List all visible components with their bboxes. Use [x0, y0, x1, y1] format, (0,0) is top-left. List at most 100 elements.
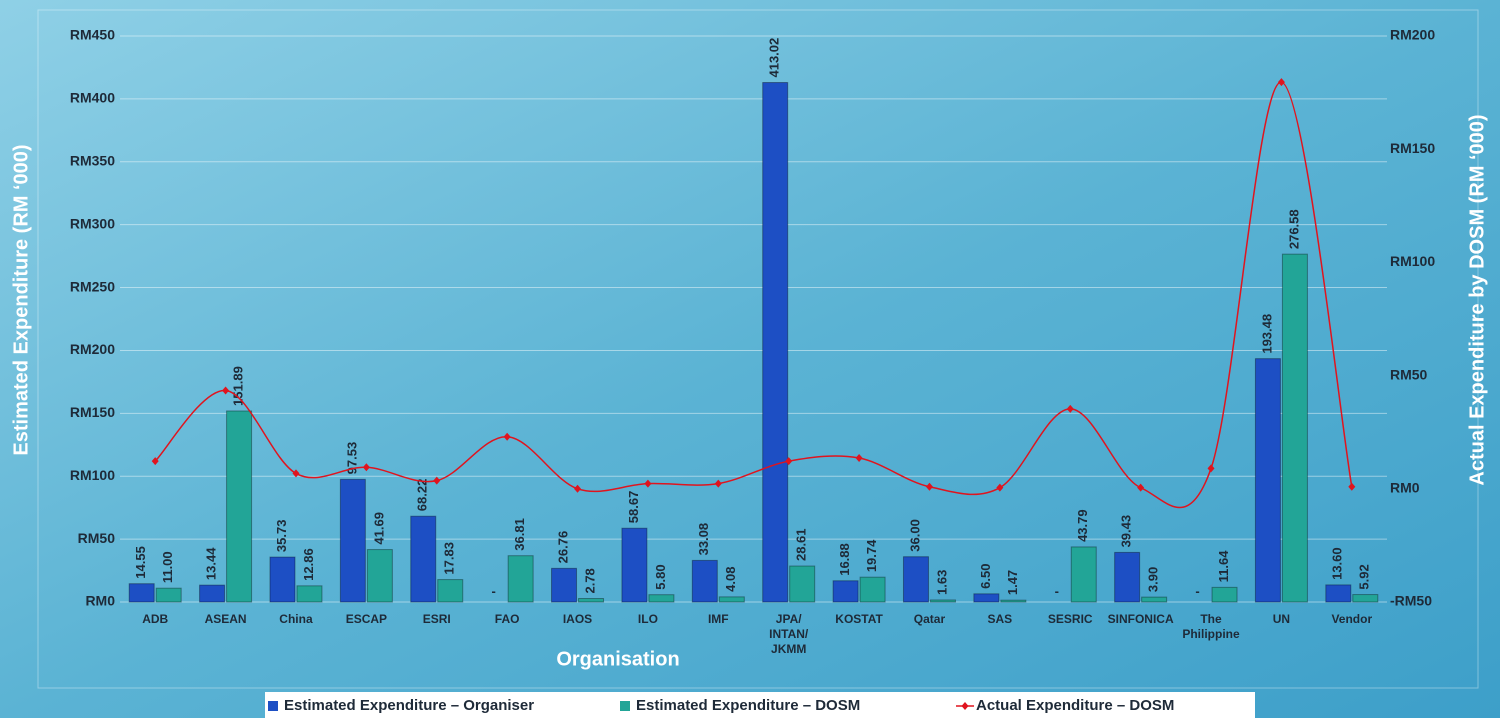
line-marker — [1066, 404, 1074, 413]
bar — [1211, 586, 1238, 603]
data-label: 13.60 — [1330, 547, 1345, 580]
bar — [762, 82, 789, 603]
bar — [339, 478, 366, 603]
y-tick-label: RM50 — [78, 530, 116, 546]
data-label: 413.02 — [767, 38, 782, 78]
x-tick-label: Vendor — [1331, 612, 1372, 626]
y2-tick-label: RM100 — [1390, 253, 1435, 269]
data-label: 35.73 — [274, 520, 289, 553]
y2-tick-label: RM0 — [1390, 480, 1420, 496]
data-label: 5.80 — [653, 564, 668, 589]
x-axis-title: Organisation — [556, 648, 679, 670]
line-marker — [1207, 464, 1215, 473]
y2-axis-title: Actual Expenditure by DOSM (RM ‘000) — [1466, 114, 1488, 485]
bar — [789, 565, 816, 603]
line-marker — [362, 463, 370, 472]
x-tick-label: FAO — [495, 612, 520, 626]
data-label: 16.88 — [837, 543, 852, 576]
x-tick-label: SAS — [988, 612, 1013, 626]
line-marker — [855, 454, 863, 463]
x-tick-label: IAOS — [563, 612, 592, 626]
legend-label: Estimated Expenditure – DOSM — [636, 697, 860, 714]
legend-box — [265, 692, 1255, 718]
legend-label: Estimated Expenditure – Organiser — [284, 697, 534, 714]
bar — [551, 567, 578, 603]
y-tick-label: RM200 — [70, 341, 115, 357]
y2-tick-label: RM150 — [1390, 140, 1435, 156]
legend-label: Actual Expenditure – DOSM — [976, 697, 1174, 714]
bar — [226, 410, 253, 603]
x-tick-label: Qatar — [914, 612, 946, 626]
data-label: 151.89 — [231, 366, 246, 406]
bar — [1070, 546, 1097, 603]
data-label: 5.92 — [1357, 564, 1372, 589]
x-tick-label: IMF — [708, 612, 729, 626]
line-marker — [574, 484, 582, 493]
bar — [199, 584, 226, 603]
y-tick-label: RM300 — [70, 215, 115, 231]
line-marker — [151, 457, 159, 466]
y-tick-label: RM250 — [70, 278, 115, 294]
x-tick-label: UN — [1273, 612, 1290, 626]
line-marker — [644, 479, 652, 488]
line-marker — [292, 469, 300, 478]
data-label: 193.48 — [1259, 314, 1274, 354]
x-tick-label: ESRI — [423, 612, 451, 626]
bar — [437, 579, 464, 603]
data-label: - — [1195, 583, 1199, 598]
legend-swatch — [268, 701, 278, 711]
bar — [296, 585, 323, 603]
y-tick-label: RM150 — [70, 404, 115, 420]
x-tick-label: SINFONICA — [1108, 612, 1174, 626]
y2-tick-label: -RM50 — [1390, 593, 1432, 609]
bar — [366, 549, 393, 603]
x-tick-label: SESRIC — [1048, 612, 1093, 626]
data-label: 12.86 — [301, 548, 316, 581]
legend-swatch — [620, 701, 630, 711]
data-label: 28.61 — [794, 528, 809, 561]
plot-frame — [37, 9, 1479, 689]
bar — [507, 555, 534, 603]
x-tick-label: ILO — [638, 612, 658, 626]
y-axis-title: Estimated Expenditure (RM ‘000) — [10, 144, 32, 455]
x-tick-label: The Philippine — [1182, 612, 1240, 641]
data-label: 2.78 — [582, 568, 597, 593]
bar — [1141, 596, 1168, 603]
x-tick-label: KOSTAT — [835, 612, 883, 626]
bar — [648, 594, 675, 603]
data-label: 36.00 — [907, 519, 922, 552]
bar — [859, 576, 886, 603]
bar — [718, 596, 745, 603]
bar — [1114, 551, 1141, 603]
bar — [929, 599, 956, 603]
bar — [691, 559, 718, 603]
data-label: 1.47 — [1005, 570, 1020, 595]
line-marker — [996, 483, 1004, 492]
y-tick-label: RM350 — [70, 152, 115, 168]
line-marker — [1348, 482, 1356, 491]
bar — [410, 515, 437, 603]
y-tick-label: RM0 — [85, 593, 115, 609]
x-tick-label: ASEAN — [205, 612, 247, 626]
data-label: 97.53 — [344, 442, 359, 475]
bar — [155, 587, 182, 603]
bar — [1281, 253, 1308, 603]
data-label: - — [1055, 583, 1059, 598]
line-marker — [714, 479, 722, 488]
bar — [832, 580, 859, 603]
bar — [621, 527, 648, 603]
line-marker — [1137, 483, 1145, 492]
line-marker — [222, 386, 230, 395]
data-label: 68.22 — [415, 479, 430, 512]
line-marker — [1277, 78, 1285, 87]
data-label: 1.63 — [934, 570, 949, 595]
y2-tick-label: RM200 — [1390, 27, 1435, 43]
data-label: 43.79 — [1075, 509, 1090, 542]
bar — [1000, 599, 1027, 603]
line-marker — [785, 457, 793, 466]
line-marker — [925, 482, 933, 491]
data-label: 14.55 — [133, 546, 148, 579]
x-tick-label: China — [279, 612, 313, 626]
line-marker — [503, 432, 511, 441]
